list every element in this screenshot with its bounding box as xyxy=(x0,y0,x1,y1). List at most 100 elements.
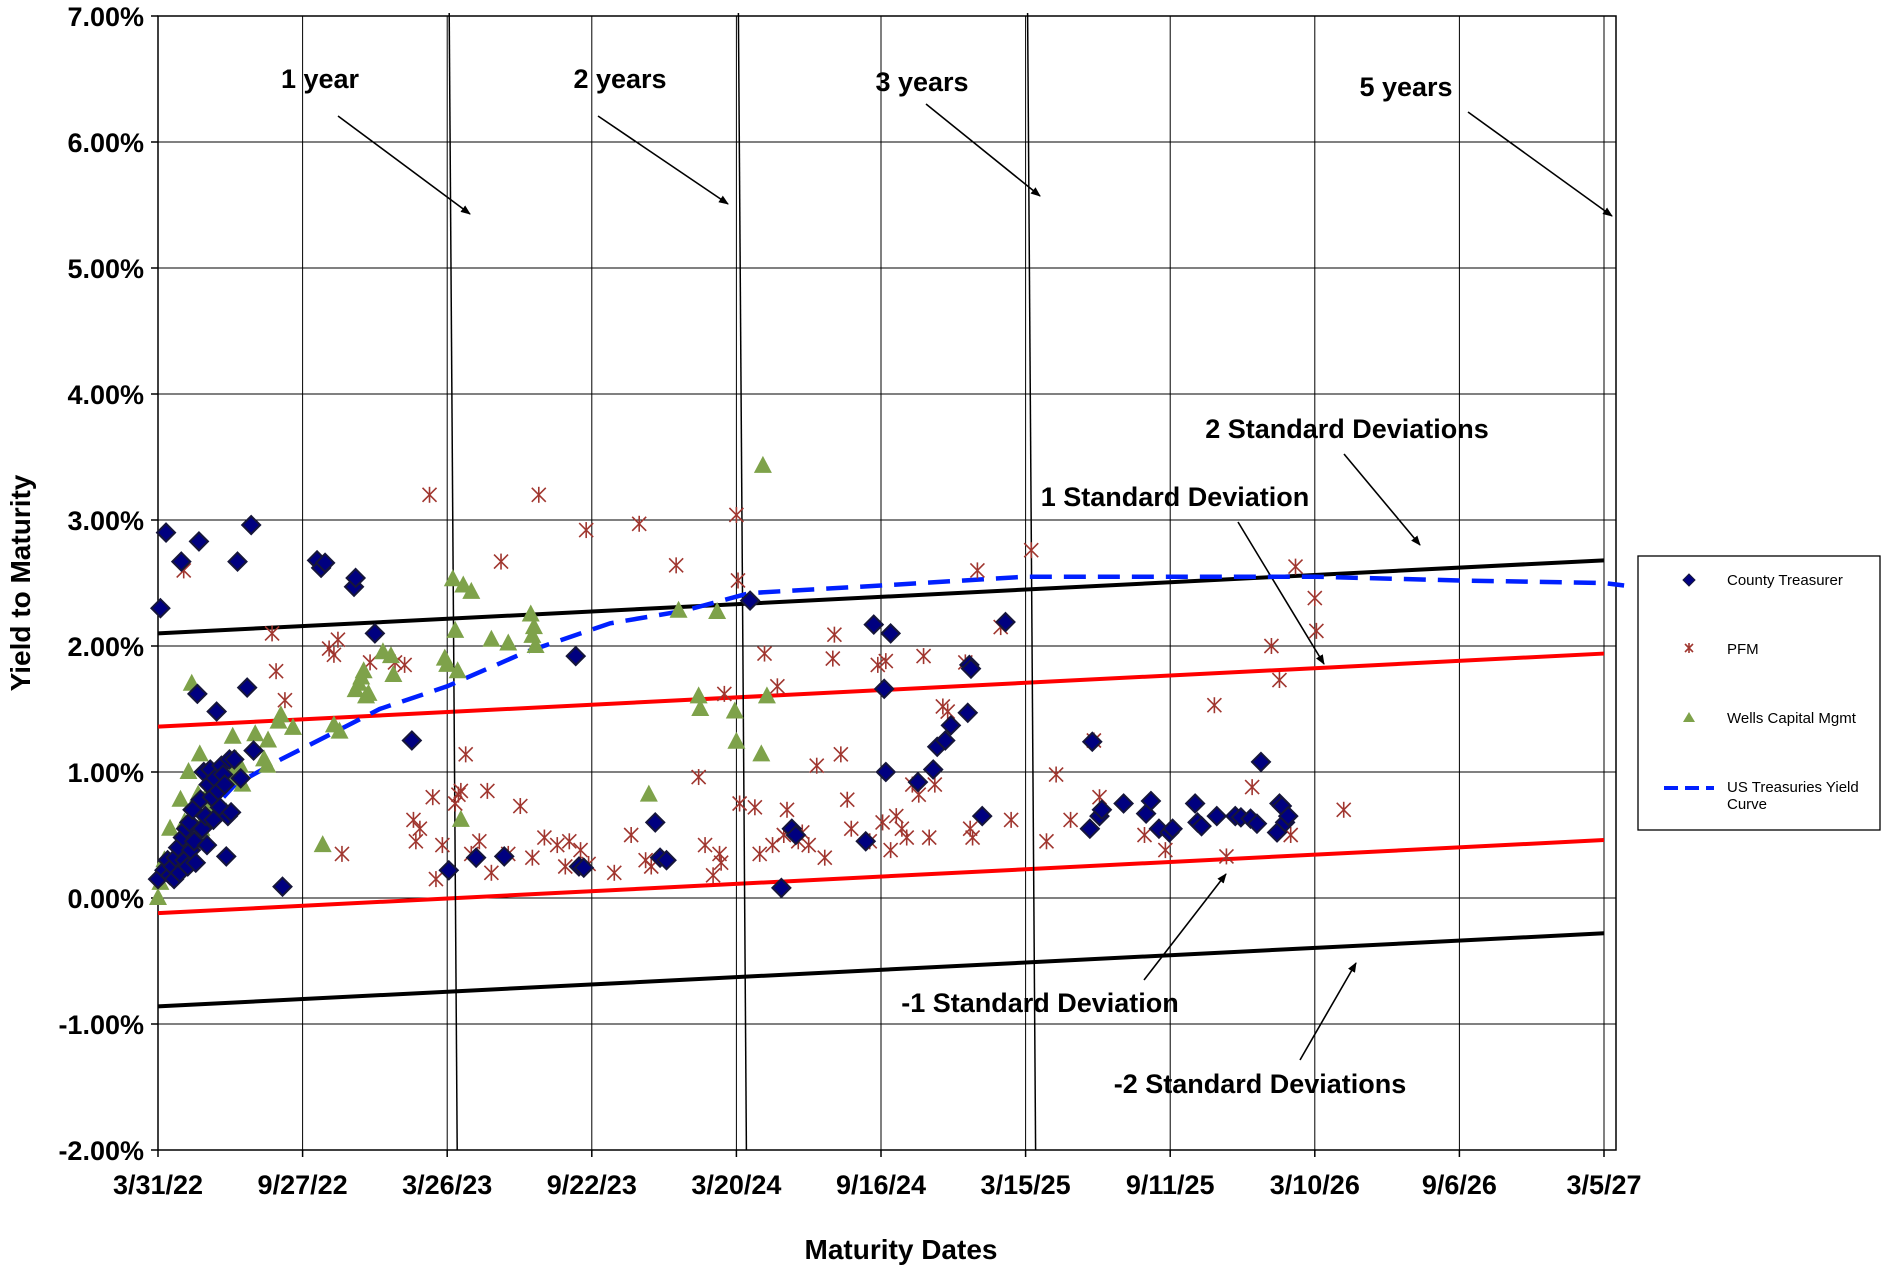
annotation-arrow xyxy=(1237,521,1325,665)
pfm-point xyxy=(927,776,943,793)
pfm-point xyxy=(1271,672,1288,689)
annotation-label: 2 Standard Deviations xyxy=(1205,414,1489,444)
wells-point xyxy=(438,654,457,672)
y-tick-label: -2.00% xyxy=(58,1136,144,1166)
county-point xyxy=(995,611,1016,633)
pfm-point xyxy=(940,703,956,720)
pfm-point xyxy=(578,522,594,539)
wells-point xyxy=(482,629,501,647)
pfm-point xyxy=(888,808,904,825)
x-tick-label: 9/27/22 xyxy=(258,1170,348,1200)
county-point xyxy=(785,824,807,846)
pfm-point xyxy=(713,854,729,871)
y-tick-label: -1.00% xyxy=(58,1010,144,1040)
pfm-point xyxy=(756,645,773,662)
wells-point xyxy=(259,730,278,748)
pfm-point xyxy=(921,829,937,846)
pfm-point xyxy=(268,663,284,680)
county-point xyxy=(223,748,245,770)
x-axis-title: Maturity Dates xyxy=(805,1234,998,1265)
county-point xyxy=(272,876,293,898)
county-point xyxy=(940,714,962,736)
county-point xyxy=(345,567,367,589)
county-point xyxy=(863,614,885,635)
wells-point xyxy=(727,731,746,749)
county-point xyxy=(1081,731,1103,753)
pfm-point xyxy=(397,656,413,673)
county-point xyxy=(438,859,460,881)
pfm-point xyxy=(326,646,342,663)
county-point xyxy=(230,767,252,789)
wells-point xyxy=(753,455,772,473)
pfm-point xyxy=(817,849,833,866)
pfm-point xyxy=(826,626,842,643)
county-point xyxy=(1079,818,1101,840)
wells-point xyxy=(752,744,771,762)
annotation-arrow xyxy=(1143,873,1227,981)
pfm-point xyxy=(549,837,565,854)
annotation-arrow xyxy=(925,103,1041,197)
wells-point xyxy=(381,646,400,664)
pfm-point xyxy=(405,811,422,828)
county-point xyxy=(770,877,792,899)
county-point xyxy=(875,761,897,783)
county-point xyxy=(1206,805,1228,827)
wells-point xyxy=(246,724,265,742)
annotation-label: -2 Standard Deviations xyxy=(1114,1069,1407,1099)
legend-label-wells: Wells Capital Mgmt xyxy=(1727,710,1857,727)
county-point xyxy=(188,531,210,552)
annotation-label: 5 years xyxy=(1359,72,1452,102)
x-tick-label: 3/31/22 xyxy=(113,1170,203,1200)
reference-line xyxy=(157,558,1605,636)
pfm-point xyxy=(705,867,721,884)
x-tick-label: 3/20/24 xyxy=(691,1170,781,1200)
reference-line xyxy=(157,931,1605,1009)
wells-point xyxy=(526,636,545,653)
wells-point xyxy=(691,699,710,716)
pfm-point xyxy=(453,782,469,799)
county-point xyxy=(206,701,228,722)
pfm-point xyxy=(747,799,763,816)
county-point xyxy=(186,683,208,705)
pfm-point xyxy=(536,829,552,846)
wells-point xyxy=(725,701,744,719)
wells-point xyxy=(689,686,708,704)
annotation-arrows xyxy=(337,103,1613,1061)
pfm-point xyxy=(1307,590,1323,607)
wells-point xyxy=(283,717,302,735)
wells-point xyxy=(639,784,658,802)
pfm-point xyxy=(969,562,985,579)
wells-point xyxy=(179,762,198,779)
county-point xyxy=(240,514,262,536)
annotation-label: 1 year xyxy=(281,64,360,94)
county-point xyxy=(196,834,218,856)
county-point xyxy=(314,552,336,574)
pfm-point xyxy=(1003,811,1019,828)
pfm-point xyxy=(1023,542,1039,559)
y-tick-label: 3.00% xyxy=(67,506,144,536)
pfm-point xyxy=(330,631,346,648)
pfm-point xyxy=(779,801,795,818)
legend: County Treasurer PFM Wells Capital Mgmt … xyxy=(1637,555,1881,831)
legend-marker-pfm xyxy=(1684,643,1694,653)
pfm-point xyxy=(843,820,859,837)
wells-point xyxy=(384,664,403,682)
pfm-point xyxy=(425,789,441,806)
y-tick-label: 5.00% xyxy=(67,254,144,284)
county-point xyxy=(565,645,587,667)
pfm-point xyxy=(916,648,932,665)
pfm-point xyxy=(965,829,981,846)
ust-yield-curve-line xyxy=(156,574,1625,877)
pfm-point xyxy=(531,486,547,503)
wells-point xyxy=(149,888,167,905)
pfm-point xyxy=(839,791,855,808)
pfm-point xyxy=(752,845,768,862)
maturity-line xyxy=(737,12,748,1151)
county-point xyxy=(493,846,515,867)
county-point xyxy=(149,597,171,619)
county-point xyxy=(155,522,177,544)
wells-point xyxy=(521,604,540,622)
x-tick-label: 3/5/27 xyxy=(1566,1170,1641,1200)
county-point xyxy=(957,702,979,724)
